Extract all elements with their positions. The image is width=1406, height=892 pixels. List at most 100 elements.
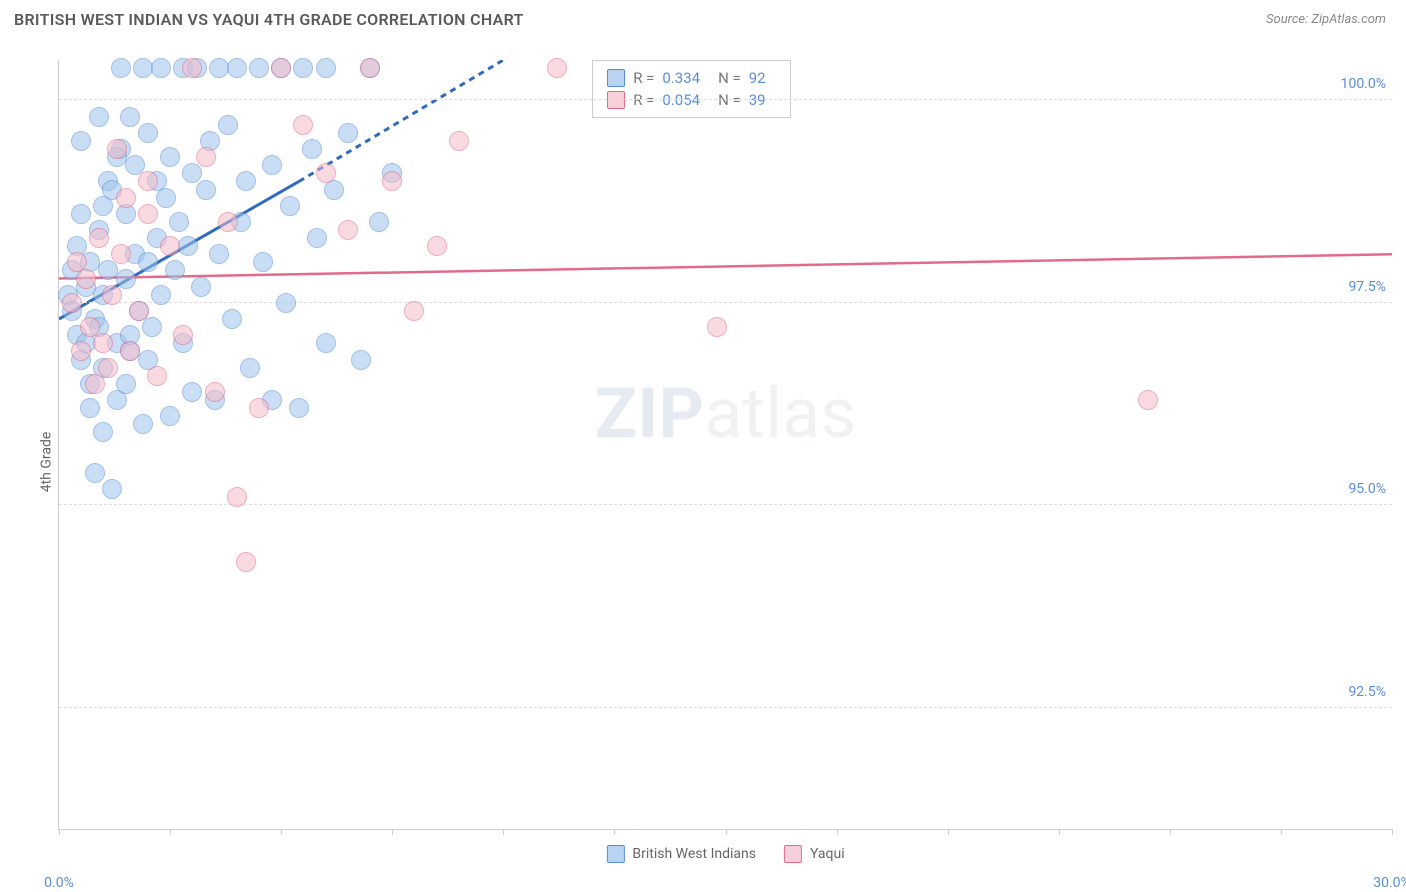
x-tick [503, 829, 504, 835]
scatter-point [182, 382, 202, 402]
scatter-point [316, 333, 336, 353]
trend-lines [59, 60, 1392, 829]
scatter-point [249, 398, 269, 418]
scatter-point [289, 398, 309, 418]
scatter-point [369, 212, 389, 232]
x-tick [170, 829, 171, 835]
scatter-point [307, 228, 327, 248]
chart-header: BRITISH WEST INDIAN VS YAQUI 4TH GRADE C… [0, 0, 1406, 35]
scatter-point [85, 463, 105, 483]
chart-title: BRITISH WEST INDIAN VS YAQUI 4TH GRADE C… [14, 10, 524, 29]
scatter-point [316, 163, 336, 183]
scatter-point [178, 236, 198, 256]
scatter-point [93, 333, 113, 353]
scatter-point [62, 293, 82, 313]
scatter-point [253, 252, 273, 272]
scatter-point [156, 188, 176, 208]
swatch-icon [606, 845, 624, 863]
scatter-point [1138, 390, 1158, 410]
chart-container: 4th Grade ZIPatlas R = 0.334 N = 92 R = … [14, 42, 1392, 882]
x-tick [1170, 829, 1171, 835]
gridline [59, 504, 1392, 505]
x-tick [726, 829, 727, 835]
x-tick [1392, 829, 1393, 835]
gridline [59, 302, 1392, 303]
x-tick [281, 829, 282, 835]
scatter-point [85, 374, 105, 394]
gridline [59, 707, 1392, 708]
scatter-point [173, 325, 193, 345]
scatter-point [240, 358, 260, 378]
watermark-bold: ZIP [595, 373, 705, 455]
scatter-point [138, 171, 158, 191]
scatter-point [102, 479, 122, 499]
scatter-point [116, 269, 136, 289]
r-value: 0.334 [662, 69, 700, 87]
scatter-point [707, 317, 727, 337]
x-tick-label: 30.0% [1373, 875, 1406, 891]
scatter-point [236, 552, 256, 572]
scatter-point [427, 236, 447, 256]
scatter-point [338, 123, 358, 143]
x-tick [614, 829, 615, 835]
scatter-point [205, 382, 225, 402]
scatter-point [93, 196, 113, 216]
scatter-point [151, 285, 171, 305]
source-attribution: Source: ZipAtlas.com [1266, 12, 1386, 27]
y-tick-label: 92.5% [1348, 684, 1386, 700]
scatter-point [218, 212, 238, 232]
scatter-point [191, 277, 211, 297]
scatter-point [227, 487, 247, 507]
scatter-point [89, 107, 109, 127]
legend-label: Yaqui [810, 846, 845, 862]
scatter-point [271, 58, 291, 78]
x-tick [948, 829, 949, 835]
scatter-point [102, 285, 122, 305]
scatter-point [236, 171, 256, 191]
legend-item: Yaqui [784, 845, 845, 863]
scatter-point [382, 171, 402, 191]
y-tick-label: 95.0% [1348, 481, 1386, 497]
scatter-point [227, 58, 247, 78]
series-legend: British West Indians Yaqui [606, 845, 844, 863]
scatter-point [116, 374, 136, 394]
scatter-point [209, 244, 229, 264]
scatter-point [71, 204, 91, 224]
scatter-point [165, 260, 185, 280]
n-label: N = [718, 69, 741, 87]
scatter-point [196, 147, 216, 167]
scatter-point [351, 350, 371, 370]
scatter-point [547, 58, 567, 78]
legend-label: British West Indians [632, 846, 756, 862]
legend-item: British West Indians [606, 845, 756, 863]
swatch-icon [607, 69, 625, 87]
scatter-point [404, 301, 424, 321]
scatter-point [449, 131, 469, 151]
scatter-point [182, 58, 202, 78]
scatter-point [80, 398, 100, 418]
scatter-point [196, 180, 216, 200]
scatter-point [302, 139, 322, 159]
y-axis-label: 4th Grade [38, 432, 54, 493]
gridline [59, 99, 1392, 100]
scatter-point [169, 212, 189, 232]
scatter-point [280, 196, 300, 216]
scatter-point [218, 115, 238, 135]
scatter-point [89, 228, 109, 248]
y-tick-label: 97.5% [1348, 279, 1386, 295]
watermark-rest: atlas [704, 373, 856, 455]
scatter-point [160, 147, 180, 167]
legend-row: R = 0.334 N = 92 [607, 67, 775, 89]
scatter-point [147, 366, 167, 386]
correlation-legend: R = 0.334 N = 92 R = 0.054 N = 39 [592, 60, 790, 118]
r-label: R = [633, 69, 654, 87]
n-value: 92 [749, 69, 766, 87]
scatter-point [120, 341, 140, 361]
scatter-point [71, 341, 91, 361]
scatter-point [138, 123, 158, 143]
scatter-point [116, 188, 136, 208]
scatter-point [111, 58, 131, 78]
scatter-point [249, 58, 269, 78]
scatter-point [76, 269, 96, 289]
y-tick-label: 100.0% [1341, 76, 1386, 92]
